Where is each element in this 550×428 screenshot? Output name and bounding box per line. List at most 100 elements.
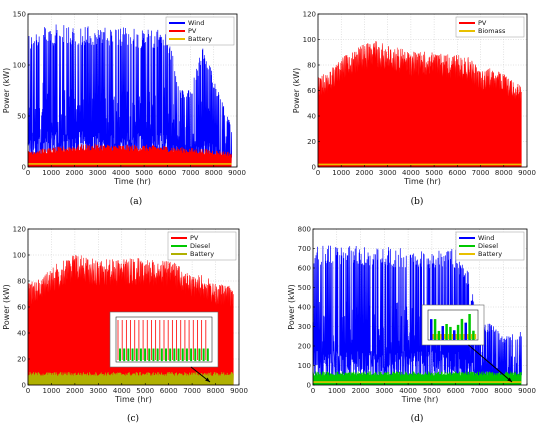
x-tick-label: 1000 xyxy=(43,387,61,395)
zoom-arrow xyxy=(468,344,513,383)
y-tick-label: 0 xyxy=(312,164,316,172)
panel-b: 0 1000 2000 3000 4000 5000 6000 7000 8000 9000 0 20… xyxy=(292,11,536,208)
inset-bar xyxy=(148,348,151,362)
x-tick-label: 1000 xyxy=(328,387,346,395)
inset-bar xyxy=(460,318,464,340)
x-tick-label: 9000 xyxy=(518,387,536,395)
inset-bar xyxy=(206,348,209,362)
inset-bar xyxy=(202,348,205,362)
x-tick-label: 3000 xyxy=(89,169,107,177)
inset-bar xyxy=(160,348,163,362)
inset-bar xyxy=(437,330,441,340)
y-tick-label: 200 xyxy=(298,343,311,351)
x-tick-label: 0 xyxy=(316,169,320,177)
y-tick-label: 100 xyxy=(303,36,316,44)
panel-sublabel: (d) xyxy=(411,413,424,424)
x-tick-label: 5000 xyxy=(425,169,443,177)
inset-bar xyxy=(123,348,126,362)
x-tick-label: 2000 xyxy=(356,169,374,177)
x-tick-label: 7000 xyxy=(472,169,490,177)
x-tick-label: 3000 xyxy=(89,387,107,395)
inset-bar xyxy=(456,324,460,340)
inset-bar xyxy=(445,323,448,340)
panel-d: 0 1000 2000 3000 4000 5000 6000 7000 8000 9000 0 10… xyxy=(287,226,536,425)
y-tick-label: 400 xyxy=(298,304,311,312)
inset-bar xyxy=(455,334,457,339)
inset-bar xyxy=(464,322,467,340)
x-tick-label: 0 xyxy=(26,387,30,395)
panel-sublabel: (b) xyxy=(411,196,424,207)
x-tick-label: 9000 xyxy=(230,387,248,395)
series-pv xyxy=(317,41,522,168)
y-tick-label: 40 xyxy=(17,330,26,338)
y-tick-label: 40 xyxy=(307,113,316,121)
inset-bar xyxy=(152,348,155,362)
x-tick-label: 2000 xyxy=(352,387,370,395)
x-axis-label: Time (hr) xyxy=(113,177,151,186)
plot-frame xyxy=(27,13,238,168)
panel-c: 0 1000 2000 3000 4000 5000 6000 7000 8000 9000 0 20… xyxy=(2,226,248,425)
x-tick-label: 7000 xyxy=(183,387,201,395)
x-tick-label: 3000 xyxy=(375,387,393,395)
x-tick-label: 8000 xyxy=(205,169,223,177)
y-tick-label: 120 xyxy=(13,226,26,234)
y-tick-label: 120 xyxy=(303,11,316,19)
legend-label: Biomass xyxy=(478,27,506,35)
x-tick-label: 4000 xyxy=(113,387,131,395)
y-axis-label: Power (kW) xyxy=(292,68,301,114)
zoom-arrowhead xyxy=(507,377,512,382)
x-tick-label: 8000 xyxy=(494,387,512,395)
line-mark xyxy=(27,143,232,168)
inset-bar xyxy=(472,330,475,340)
x-tick-label: 6000 xyxy=(160,387,178,395)
legend-label: PV xyxy=(190,234,199,242)
y-tick-label: 300 xyxy=(298,323,311,331)
x-tick-label: 9000 xyxy=(228,169,246,177)
zoom-inset xyxy=(421,304,513,383)
inset-bar xyxy=(194,348,197,362)
legend-label: Diesel xyxy=(478,242,498,250)
panel-sublabel: (a) xyxy=(130,196,142,207)
inset-bar xyxy=(139,348,142,362)
series-diesel xyxy=(312,371,522,386)
y-axis-label: Power (kW) xyxy=(2,284,11,330)
inset-bar xyxy=(119,348,121,362)
y-tick-label: 600 xyxy=(298,265,311,273)
panel-a: 0 1000 2000 3000 4000 5000 6000 7000 8000 9000 0 50… xyxy=(2,11,246,208)
inset-bar xyxy=(436,334,438,339)
y-tick-label: 20 xyxy=(17,356,26,364)
y-tick-label: 0 xyxy=(22,164,26,172)
zoom-arrowhead xyxy=(205,377,210,382)
inset-bar xyxy=(198,348,201,362)
x-tick-label: 1000 xyxy=(332,169,350,177)
inset-bar xyxy=(468,313,471,340)
inset-bar xyxy=(165,348,167,362)
y-tick-label: 20 xyxy=(307,138,316,146)
x-axis-label: Time (hr) xyxy=(403,177,441,186)
x-tick-label: 6000 xyxy=(448,169,466,177)
x-tick-label: 9000 xyxy=(518,169,536,177)
inset-bar xyxy=(185,348,188,362)
legend-label: PV xyxy=(188,27,197,35)
inset-bar xyxy=(430,319,433,340)
x-tick-label: 3000 xyxy=(379,169,397,177)
y-tick-label: 700 xyxy=(298,245,311,253)
legend-label: PV xyxy=(478,19,487,27)
inset-bar xyxy=(451,334,454,339)
x-tick-label: 4000 xyxy=(399,387,417,395)
inset-bar xyxy=(156,348,159,362)
inset-bar xyxy=(144,348,147,362)
x-axis-label: Time (hr) xyxy=(114,395,152,404)
y-tick-label: 60 xyxy=(17,304,26,312)
inset-bar xyxy=(131,348,134,362)
x-tick-label: 4000 xyxy=(112,169,130,177)
legend-label: Diesel xyxy=(190,242,210,250)
inset-bar xyxy=(459,334,461,339)
panel-sublabel: (c) xyxy=(127,413,139,424)
x-tick-label: 8000 xyxy=(495,169,513,177)
y-tick-label: 100 xyxy=(298,362,311,370)
inset-bar xyxy=(135,348,138,362)
